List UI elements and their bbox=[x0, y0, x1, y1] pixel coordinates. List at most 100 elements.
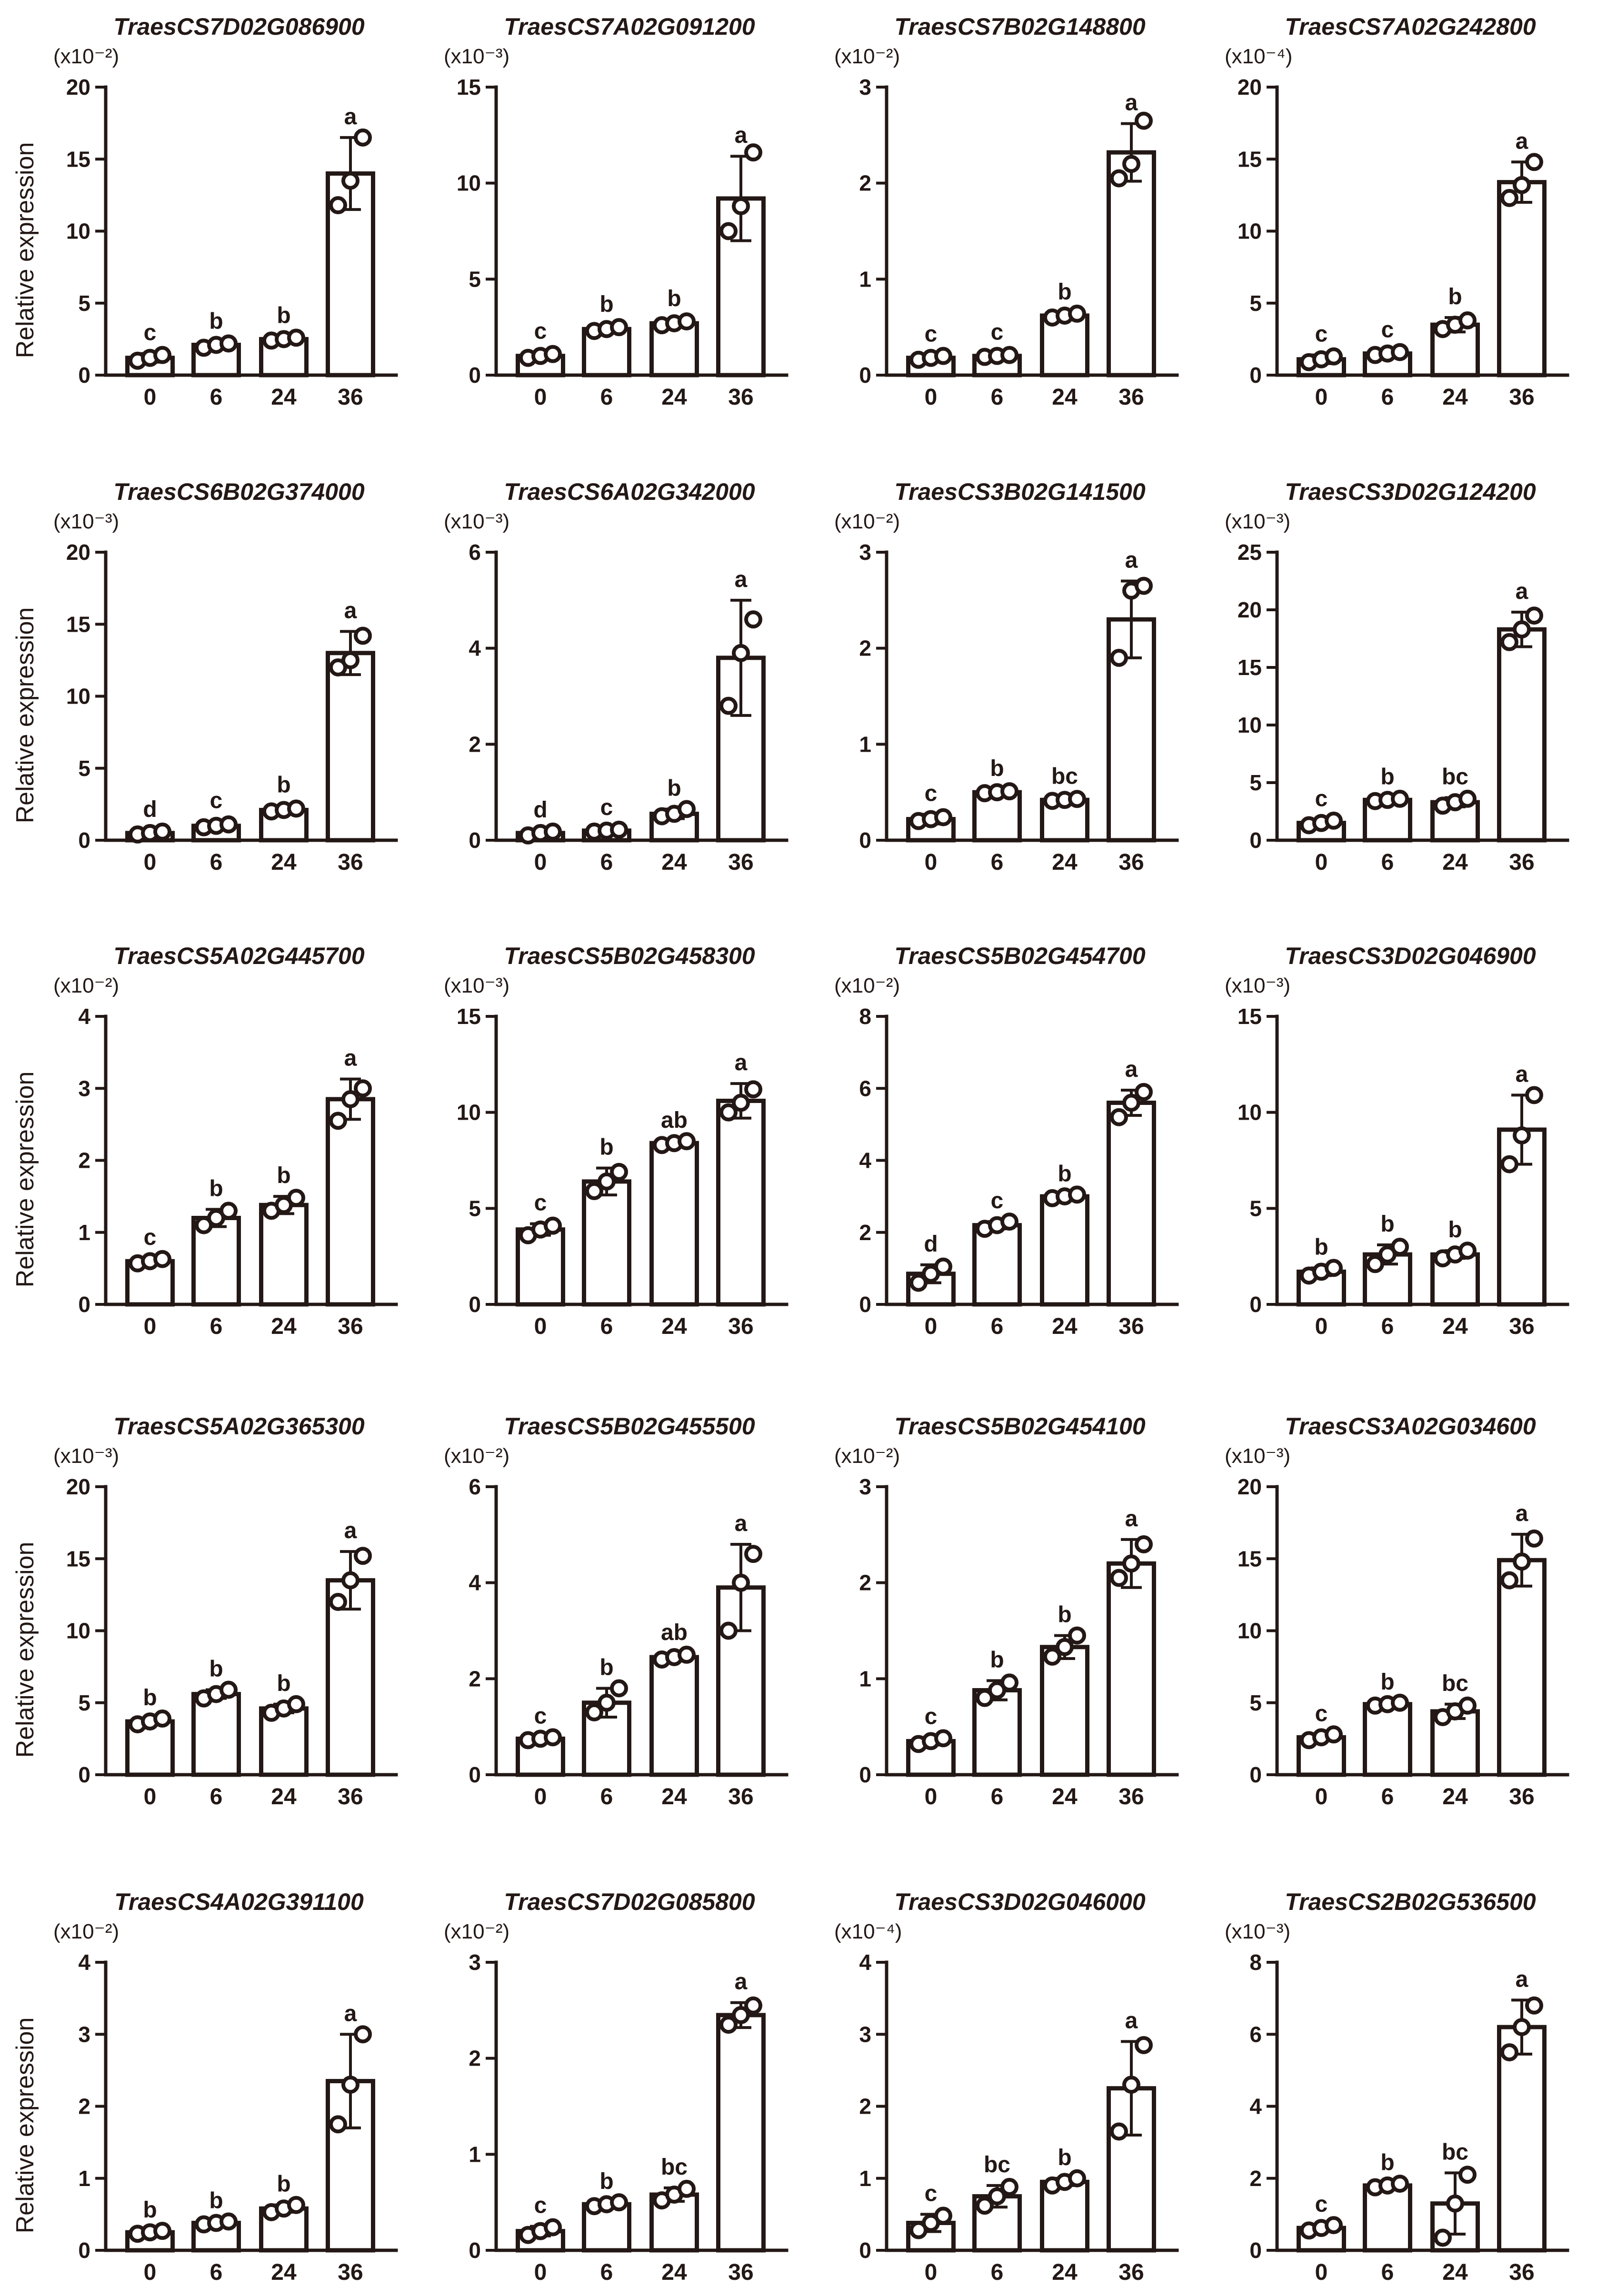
y-tick-label: 2 bbox=[859, 636, 871, 661]
axis-multiplier-label: (x10⁻²) bbox=[53, 974, 119, 997]
chart-title: TraesCS5B02G454100 bbox=[894, 1413, 1145, 1440]
data-point bbox=[1458, 1696, 1477, 1715]
x-tick-label: 6 bbox=[991, 850, 1004, 875]
x-tick-label: 0 bbox=[144, 1784, 157, 1809]
significance-letter: a bbox=[1125, 2008, 1138, 2033]
significance-letter: b bbox=[1380, 1212, 1394, 1237]
significance-letter: b bbox=[1380, 2150, 1394, 2175]
significance-letter: b bbox=[990, 1647, 1004, 1672]
chart-panel: TraesCS5B02G454100 (x10⁻²) 0 1 2 3 c 0 b 6 b 24 a 36 bbox=[834, 1413, 1179, 1809]
bar bbox=[259, 1203, 309, 1307]
y-tick-label: 3 bbox=[859, 1474, 871, 1499]
data-point bbox=[744, 610, 762, 629]
data-point bbox=[329, 196, 347, 215]
bar bbox=[1497, 2025, 1547, 2253]
data-point bbox=[744, 1545, 762, 1563]
significance-letter: b bbox=[209, 2188, 223, 2214]
x-tick-label: 24 bbox=[661, 850, 687, 875]
y-tick-label: 1 bbox=[859, 2166, 871, 2191]
x-tick-label: 0 bbox=[925, 1784, 938, 1809]
significance-letter: a bbox=[344, 1046, 357, 1071]
x-tick-label: 0 bbox=[1315, 1784, 1328, 1809]
data-point bbox=[678, 800, 696, 818]
data-point bbox=[341, 1090, 359, 1108]
y-axis-title: Relative expression bbox=[11, 1072, 39, 1288]
x-tick-label: 24 bbox=[1052, 1314, 1078, 1339]
chart-title: TraesCS6A02G342000 bbox=[504, 478, 755, 505]
significance-letter: bc bbox=[661, 2155, 688, 2180]
chart-panel: TraesCS6B02G374000 (x10⁻³) Relative expres… bbox=[11, 478, 398, 875]
axis-multiplier-label: (x10⁻⁴) bbox=[1225, 45, 1292, 68]
chart-title: TraesCS3D02G046900 bbox=[1285, 943, 1536, 969]
chart-title: TraesCS7D02G086900 bbox=[113, 13, 364, 40]
y-tick-label: 3 bbox=[78, 2022, 90, 2047]
x-tick-label: 0 bbox=[925, 850, 938, 875]
x-tick-label: 24 bbox=[271, 1784, 297, 1809]
significance-letter: b bbox=[1058, 1602, 1071, 1628]
y-tick-label: 1 bbox=[78, 1220, 90, 1245]
y-tick-label: 4 bbox=[859, 1148, 871, 1173]
data-point bbox=[732, 1093, 750, 1112]
chart-title: TraesCS2B02G536500 bbox=[1285, 1888, 1536, 1915]
data-point bbox=[287, 799, 305, 818]
data-point bbox=[1458, 311, 1477, 330]
data-point bbox=[544, 1216, 562, 1235]
data-point bbox=[354, 2025, 372, 2044]
x-tick-label: 0 bbox=[925, 1314, 938, 1339]
chart-panel: TraesCS4A02G391100 (x10⁻²) Relative expres… bbox=[11, 1888, 398, 2285]
data-point bbox=[934, 1729, 952, 1748]
significance-letter: b bbox=[1058, 1161, 1071, 1186]
significance-letter: b bbox=[1448, 1217, 1462, 1242]
axis-multiplier-label: (x10⁻³) bbox=[444, 45, 509, 68]
data-point bbox=[220, 334, 238, 353]
x-tick-label: 0 bbox=[1315, 385, 1328, 410]
significance-letter: b bbox=[1380, 764, 1394, 789]
y-tick-label: 3 bbox=[859, 75, 871, 99]
y-tick-label: 0 bbox=[1249, 1292, 1262, 1317]
bar bbox=[1497, 180, 1547, 378]
x-tick-label: 36 bbox=[728, 850, 753, 875]
significance-letter: bc bbox=[1051, 764, 1078, 789]
y-tick-label: 10 bbox=[1238, 713, 1262, 737]
x-tick-label: 36 bbox=[338, 2260, 363, 2285]
significance-letter: c bbox=[991, 320, 1004, 345]
data-point bbox=[1525, 1529, 1543, 1548]
axis-multiplier-label: (x10⁻³) bbox=[444, 510, 509, 533]
y-tick-label: 20 bbox=[1238, 75, 1262, 99]
x-tick-label: 36 bbox=[1509, 385, 1534, 410]
data-point bbox=[1391, 789, 1409, 808]
significance-letter: c bbox=[1315, 322, 1328, 347]
y-tick-label: 0 bbox=[469, 2238, 481, 2263]
data-point bbox=[934, 347, 952, 365]
x-tick-label: 24 bbox=[271, 2260, 297, 2285]
data-point bbox=[1325, 811, 1343, 830]
y-tick-label: 0 bbox=[859, 363, 871, 388]
x-tick-label: 24 bbox=[661, 1784, 687, 1809]
y-tick-label: 0 bbox=[78, 828, 90, 853]
bar bbox=[1497, 627, 1547, 843]
significance-letter: c bbox=[144, 320, 157, 346]
data-point bbox=[1458, 1242, 1477, 1260]
significance-letter: b bbox=[277, 1671, 290, 1696]
data-point bbox=[976, 2197, 994, 2215]
axis-multiplier-label: (x10⁻³) bbox=[1225, 1444, 1290, 1468]
x-tick-label: 24 bbox=[661, 1314, 687, 1339]
chart-title: TraesCS5B02G458300 bbox=[504, 943, 755, 969]
data-point bbox=[1122, 1554, 1140, 1573]
data-point bbox=[934, 808, 952, 826]
significance-letter: a bbox=[1125, 548, 1138, 573]
y-tick-label: 10 bbox=[1238, 1100, 1262, 1125]
data-point bbox=[988, 2187, 1006, 2206]
data-point bbox=[610, 1163, 628, 1181]
y-tick-label: 10 bbox=[457, 171, 481, 196]
data-point bbox=[1378, 1245, 1397, 1264]
data-point bbox=[220, 1680, 238, 1699]
x-tick-label: 6 bbox=[600, 2260, 613, 2285]
significance-letter: b bbox=[277, 2172, 290, 2197]
data-point bbox=[341, 2076, 359, 2094]
data-point bbox=[544, 2218, 562, 2236]
data-point bbox=[1000, 782, 1018, 801]
significance-letter: a bbox=[1516, 129, 1528, 154]
data-point bbox=[988, 1681, 1006, 1700]
